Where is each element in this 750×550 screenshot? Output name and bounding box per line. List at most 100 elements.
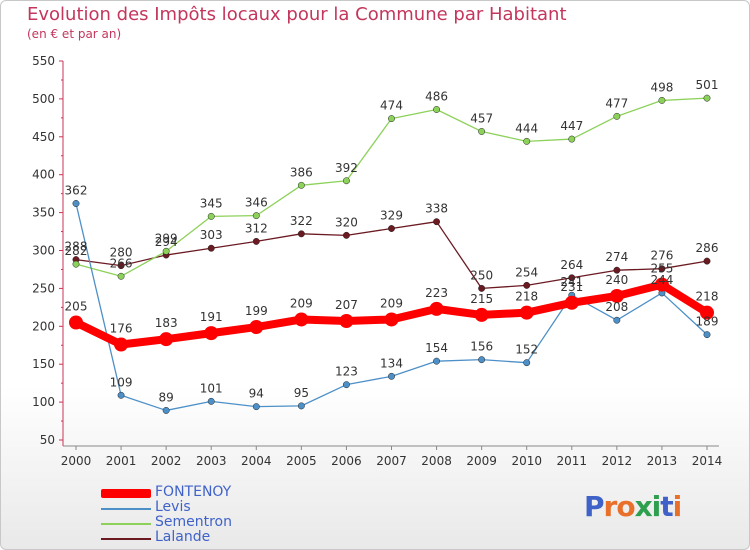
point-lalande xyxy=(523,281,531,289)
point-fontenoy xyxy=(159,332,174,347)
data-label-levis: 362 xyxy=(65,184,88,198)
point-fontenoy xyxy=(519,305,534,320)
data-label-levis: 241 xyxy=(560,275,583,289)
x-tick-label: 2002 xyxy=(151,454,182,468)
point-levis xyxy=(613,316,621,324)
data-label-sementron: 498 xyxy=(650,80,673,94)
y-tick-label: 350 xyxy=(32,206,55,220)
data-label-sementron: 386 xyxy=(290,165,313,179)
point-fontenoy xyxy=(249,320,264,335)
x-tick-label: 2014 xyxy=(692,454,723,468)
point-fontenoy xyxy=(69,315,83,330)
data-label-sementron: 447 xyxy=(560,119,583,133)
data-label-sementron: 501 xyxy=(696,78,719,92)
data-label-sementron: 392 xyxy=(335,161,358,175)
y-tick-label: 550 xyxy=(32,54,55,68)
data-label-levis: 156 xyxy=(470,340,493,354)
point-lalande xyxy=(433,218,441,226)
data-label-levis: 123 xyxy=(335,365,358,379)
data-label-lalande: 250 xyxy=(470,268,493,282)
data-label-lalande: 320 xyxy=(335,215,358,229)
legend-label-fontenoy: FONTENOY xyxy=(155,484,232,500)
point-sementron xyxy=(703,94,711,102)
point-sementron xyxy=(207,212,215,220)
axes: 50 100 150 200 250 300 350 400 450 500 550 2000 2001… xyxy=(32,54,722,468)
data-label-lalande: 338 xyxy=(425,202,448,216)
data-label-fontenoy: 255 xyxy=(650,262,673,276)
y-tick-label: 250 xyxy=(32,281,55,295)
point-lalande xyxy=(703,257,711,265)
point-sementron xyxy=(433,106,441,113)
x-tick-label: 2005 xyxy=(286,454,317,468)
point-fontenoy xyxy=(294,312,309,327)
data-label-sementron: 477 xyxy=(605,96,628,110)
point-sementron xyxy=(613,112,621,120)
logo-letter: i xyxy=(672,490,683,523)
point-fontenoy xyxy=(609,288,624,303)
point-sementron xyxy=(342,177,350,185)
point-levis xyxy=(523,359,531,367)
data-label-lalande: 294 xyxy=(155,235,178,249)
x-tick-label: 2000 xyxy=(61,454,92,468)
data-label-levis: 152 xyxy=(515,343,538,357)
point-fontenoy xyxy=(429,301,444,316)
logo-letter: x xyxy=(634,490,653,523)
point-lalande xyxy=(297,230,305,238)
x-tick-label: 2010 xyxy=(511,454,542,468)
point-levis xyxy=(388,372,395,380)
point-lalande xyxy=(568,274,576,282)
x-tick-label: 2001 xyxy=(106,454,137,468)
point-sementron xyxy=(117,272,125,280)
data-label-sementron: 444 xyxy=(515,121,538,135)
data-label-fontenoy: 218 xyxy=(696,290,719,304)
point-levis xyxy=(433,357,441,365)
data-label-lalande: 264 xyxy=(560,258,583,272)
data-label-fontenoy: 207 xyxy=(335,298,358,312)
x-tick-label: 2009 xyxy=(466,454,497,468)
point-fontenoy xyxy=(114,337,129,352)
data-label-levis: 101 xyxy=(200,381,223,395)
data-label-lalande: 312 xyxy=(245,221,268,235)
data-label-fontenoy: 205 xyxy=(65,300,88,314)
data-label-fontenoy: 223 xyxy=(425,286,448,300)
y-tick-label: 450 xyxy=(32,130,55,144)
point-lalande xyxy=(207,244,215,252)
data-label-levis: 109 xyxy=(110,375,133,389)
point-fontenoy xyxy=(700,305,714,320)
point-levis xyxy=(297,402,305,410)
y-tick-label: 100 xyxy=(32,395,55,409)
data-label-sementron: 457 xyxy=(470,111,493,125)
y-tick-label: 150 xyxy=(32,357,55,371)
point-sementron xyxy=(658,96,666,104)
x-tick-label: 2007 xyxy=(376,454,407,468)
data-label-levis: 95 xyxy=(294,386,309,400)
y-tick-label: 400 xyxy=(32,168,55,182)
logo-letter: P xyxy=(584,490,605,523)
data-label-fontenoy: 199 xyxy=(245,304,268,318)
point-fontenoy xyxy=(654,277,669,292)
point-levis xyxy=(162,406,170,414)
data-label-fontenoy: 215 xyxy=(470,292,493,306)
point-lalande xyxy=(117,262,125,270)
data-label-sementron: 345 xyxy=(200,196,223,210)
legend-swatch-fontenoy xyxy=(101,489,151,498)
x-tick-label: 2003 xyxy=(196,454,227,468)
chart-title: Evolution des Impôts locaux pour la Comm… xyxy=(27,4,567,25)
point-sementron xyxy=(162,247,170,255)
data-label-sementron: 486 xyxy=(425,90,448,104)
logo-letter: i xyxy=(651,490,662,523)
data-label-levis: 189 xyxy=(696,315,719,329)
data-label-levis: 154 xyxy=(425,341,448,355)
data-label-levis: 89 xyxy=(159,390,174,404)
data-label-levis: 94 xyxy=(249,387,264,401)
y-tick-label: 200 xyxy=(32,319,55,333)
data-label-lalande: 274 xyxy=(605,250,628,264)
proxiti-logo[interactable]: Proxiti xyxy=(584,490,683,523)
data-label-levis: 244 xyxy=(650,273,673,287)
data-label-lalande: 329 xyxy=(380,209,403,223)
point-sementron xyxy=(388,115,395,123)
point-levis xyxy=(72,200,80,207)
data-label-lalande: 254 xyxy=(515,265,538,279)
